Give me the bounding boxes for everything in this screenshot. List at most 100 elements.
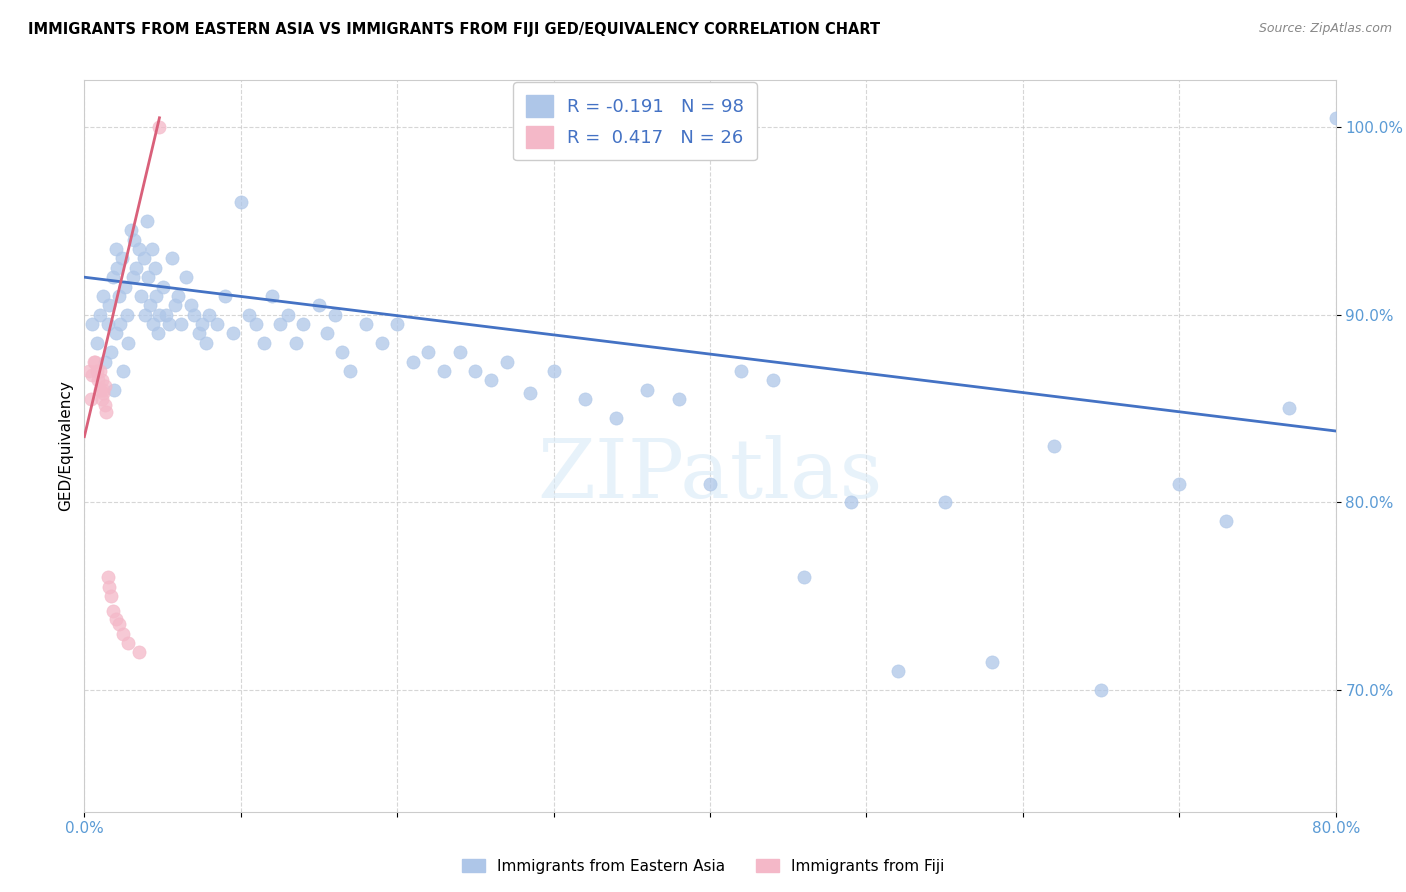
Point [183, 308, 205, 322]
Point [90, 373, 112, 387]
Point [195, 335, 218, 350]
Point [170, 317, 193, 331]
Point [887, 664, 910, 678]
Point [464, 364, 486, 378]
Point [82, 317, 104, 331]
Point [315, 326, 337, 341]
Point [229, 195, 252, 210]
Point [96, 405, 118, 419]
Point [142, 317, 165, 331]
Point [84, 354, 107, 368]
Point [174, 270, 197, 285]
Point [148, 308, 170, 322]
Point [187, 326, 209, 341]
Point [141, 242, 163, 256]
Point [160, 252, 183, 266]
Point [107, 289, 129, 303]
Point [1324, 111, 1347, 125]
Point [101, 270, 124, 285]
Point [222, 326, 245, 341]
Point [730, 364, 752, 378]
Point [190, 317, 212, 331]
Text: Source: ZipAtlas.com: Source: ZipAtlas.com [1258, 22, 1392, 36]
Point [637, 383, 659, 397]
Point [245, 317, 267, 331]
Legend: Immigrants from Eastern Asia, Immigrants from Fiji: Immigrants from Eastern Asia, Immigrants… [456, 853, 950, 880]
Point [155, 308, 177, 322]
Point [433, 364, 456, 378]
Point [87, 373, 110, 387]
Point [100, 345, 122, 359]
Point [574, 392, 596, 406]
Point [138, 270, 160, 285]
Point [207, 317, 229, 331]
Point [165, 298, 187, 312]
Point [98, 298, 121, 312]
Point [125, 260, 148, 275]
Point [77, 364, 100, 378]
Point [120, 223, 142, 237]
Point [402, 354, 425, 368]
Point [89, 364, 111, 378]
Point [385, 317, 409, 331]
Point [136, 214, 159, 228]
Point [93, 354, 115, 368]
Point [198, 308, 221, 322]
Point [214, 289, 236, 303]
Point [124, 233, 146, 247]
Point [91, 386, 114, 401]
Y-axis label: GED/Equivalency: GED/Equivalency [58, 381, 73, 511]
Point [111, 252, 134, 266]
Point [495, 354, 517, 368]
Point [132, 252, 155, 266]
Point [89, 308, 111, 322]
Point [839, 495, 862, 509]
Point [128, 645, 150, 659]
Point [112, 364, 135, 378]
Point [79, 392, 101, 406]
Point [139, 298, 162, 312]
Point [668, 392, 690, 406]
Point [148, 120, 170, 135]
Point [980, 655, 1002, 669]
Point [91, 289, 114, 303]
Legend: R = -0.191   N = 98, R =  0.417   N = 26: R = -0.191 N = 98, R = 0.417 N = 26 [513, 82, 756, 161]
Point [1043, 439, 1066, 453]
Point [105, 260, 128, 275]
Point [699, 476, 721, 491]
Point [762, 373, 785, 387]
Point [292, 317, 315, 331]
Point [98, 580, 121, 594]
Point [262, 289, 284, 303]
Point [97, 317, 120, 331]
Point [104, 611, 127, 625]
Point [101, 604, 124, 618]
Point [253, 335, 276, 350]
Point [934, 495, 956, 509]
Point [1090, 682, 1112, 697]
Point [284, 335, 307, 350]
Point [519, 386, 541, 401]
Point [128, 242, 150, 256]
Point [1215, 514, 1237, 528]
Point [339, 364, 361, 378]
Point [93, 379, 115, 393]
Point [104, 326, 127, 341]
Point [180, 298, 202, 312]
Point [110, 317, 132, 331]
Point [117, 335, 139, 350]
Point [117, 636, 139, 650]
Point [1168, 476, 1191, 491]
Point [91, 383, 114, 397]
Text: ZIPatlas: ZIPatlas [537, 435, 883, 516]
Point [129, 289, 152, 303]
Point [107, 617, 129, 632]
Point [418, 345, 440, 359]
Point [605, 410, 627, 425]
Point [82, 368, 104, 382]
Point [114, 279, 136, 293]
Point [449, 345, 471, 359]
Point [121, 270, 143, 285]
Point [115, 308, 138, 322]
Point [308, 298, 330, 312]
